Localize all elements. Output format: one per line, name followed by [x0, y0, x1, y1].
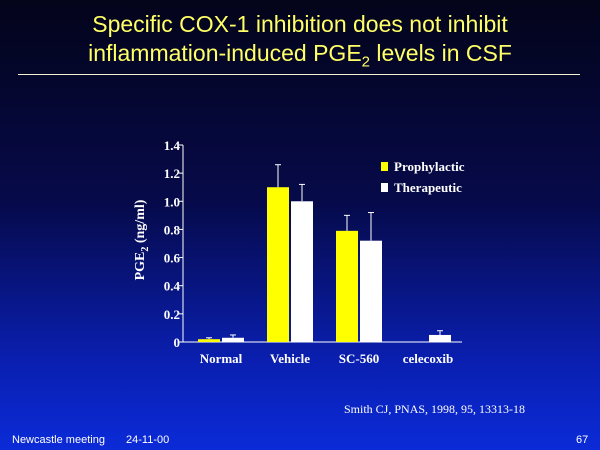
- title-line-1: Specific COX-1 inhibition does not inhib…: [92, 11, 508, 37]
- title-line-2: inflammation-induced PGE2 levels in CSF: [0, 39, 600, 77]
- x-tick-label: Vehicle: [270, 351, 310, 366]
- legend-swatch-prophylactic: [381, 162, 388, 171]
- bar-therapeutic: [429, 334, 451, 342]
- citation: Smith CJ, PNAS, 1998, 95, 13313-18: [344, 402, 526, 416]
- x-tick-label: SC-560: [339, 351, 379, 366]
- title-subscript: 2: [361, 53, 371, 71]
- y-tick-label: 0.8: [164, 222, 181, 237]
- x-tick-label: celecoxib: [403, 351, 454, 366]
- legend-label-therapeutic: Therapeutic: [394, 180, 462, 195]
- y-tick-label: 0.6: [164, 251, 181, 266]
- y-tick-label: 1.0: [164, 194, 180, 209]
- title-divider: [18, 74, 580, 75]
- legend-label-prophylactic: Prophylactic: [394, 159, 465, 174]
- bar-prophylactic: [336, 230, 358, 342]
- y-axis-label: PGE2 (ng/ml): [133, 199, 151, 280]
- bar-therapeutic: [360, 240, 382, 342]
- slide-title: Specific COX-1 inhibition does not inhib…: [0, 10, 600, 77]
- y-tick-label: 1.2: [164, 166, 180, 181]
- y-tick-label: 1.4: [164, 138, 181, 153]
- bar-therapeutic: [291, 201, 313, 342]
- y-tick-label: 0.2: [164, 307, 180, 322]
- y-tick-label: 0: [174, 335, 181, 350]
- y-tick-label: 0.4: [164, 279, 181, 294]
- footer-date: 24-11-00: [126, 434, 170, 446]
- x-tick-label: Normal: [200, 351, 243, 366]
- legend-swatch-therapeutic: [381, 183, 388, 192]
- bar-therapeutic: [222, 337, 244, 342]
- footer-meeting: Newcastle meeting: [12, 434, 105, 446]
- footer-page-number: 67: [576, 434, 589, 446]
- title-line-2-end: levels in CSF: [370, 40, 512, 66]
- bar-prophylactic: [267, 187, 289, 342]
- title-line-2-text: inflammation-induced PGE: [88, 40, 362, 66]
- bar-prophylactic: [198, 339, 220, 342]
